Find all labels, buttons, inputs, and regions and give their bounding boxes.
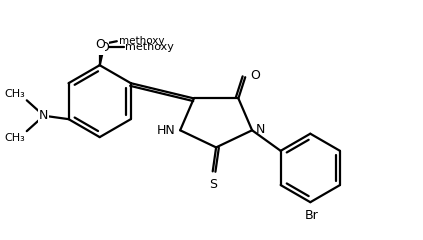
Text: methoxy: methoxy — [125, 42, 174, 52]
Text: CH₃: CH₃ — [4, 133, 25, 143]
Text: methoxy: methoxy — [119, 36, 165, 46]
Text: HN: HN — [156, 124, 175, 137]
Text: S: S — [209, 178, 217, 191]
Text: Br: Br — [305, 209, 319, 222]
Text: N: N — [256, 123, 266, 136]
Text: CH₃: CH₃ — [4, 89, 25, 99]
Text: O: O — [95, 38, 104, 51]
Text: O: O — [250, 69, 260, 82]
Text: N: N — [39, 109, 49, 122]
Text: O: O — [99, 41, 109, 54]
